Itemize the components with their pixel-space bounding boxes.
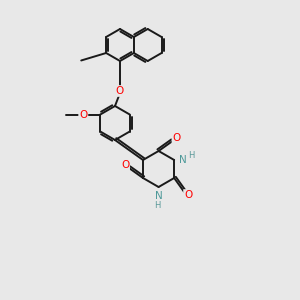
Text: H: H	[154, 200, 161, 209]
Text: N: N	[179, 155, 187, 165]
Text: O: O	[184, 190, 192, 200]
Text: O: O	[121, 160, 129, 170]
Text: H: H	[188, 152, 194, 160]
Text: O: O	[79, 110, 87, 119]
Text: N: N	[155, 191, 163, 201]
Text: O: O	[172, 133, 181, 143]
Text: O: O	[116, 86, 124, 96]
